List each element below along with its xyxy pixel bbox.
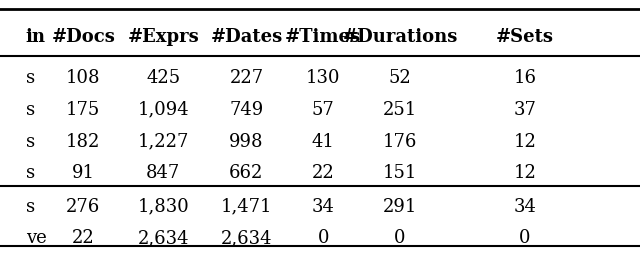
Text: 91: 91 [72, 164, 95, 182]
Text: in: in [26, 28, 45, 46]
Text: 57: 57 [312, 100, 335, 118]
Text: 12: 12 [513, 132, 536, 150]
Text: 34: 34 [513, 197, 536, 215]
Text: 0: 0 [394, 229, 406, 246]
Text: #Exprs: #Exprs [127, 28, 199, 46]
Text: 998: 998 [229, 132, 264, 150]
Text: 749: 749 [229, 100, 264, 118]
Text: 276: 276 [66, 197, 100, 215]
Text: #Times: #Times [285, 28, 361, 46]
Text: 662: 662 [229, 164, 264, 182]
Text: 291: 291 [383, 197, 417, 215]
Text: 1,094: 1,094 [138, 100, 189, 118]
Text: ve: ve [26, 229, 46, 246]
Text: 151: 151 [383, 164, 417, 182]
Text: 847: 847 [146, 164, 180, 182]
Text: 108: 108 [66, 69, 100, 86]
Text: 0: 0 [317, 229, 329, 246]
Text: 16: 16 [513, 69, 536, 86]
Text: #Durations: #Durations [342, 28, 458, 46]
Text: 425: 425 [146, 69, 180, 86]
Text: 34: 34 [312, 197, 335, 215]
Text: 182: 182 [66, 132, 100, 150]
Text: 2,634: 2,634 [138, 229, 189, 246]
Text: 227: 227 [229, 69, 264, 86]
Text: 251: 251 [383, 100, 417, 118]
Text: 41: 41 [312, 132, 335, 150]
Text: s: s [26, 197, 35, 215]
Text: 12: 12 [513, 164, 536, 182]
Text: 1,227: 1,227 [138, 132, 189, 150]
Text: s: s [26, 100, 35, 118]
Text: 22: 22 [312, 164, 335, 182]
Text: 37: 37 [513, 100, 536, 118]
Text: 0: 0 [519, 229, 531, 246]
Text: 175: 175 [66, 100, 100, 118]
Text: 176: 176 [383, 132, 417, 150]
Text: 22: 22 [72, 229, 95, 246]
Text: s: s [26, 164, 35, 182]
Text: s: s [26, 69, 35, 86]
Text: 2,634: 2,634 [221, 229, 272, 246]
Text: 130: 130 [306, 69, 340, 86]
Text: 1,471: 1,471 [221, 197, 272, 215]
Text: #Docs: #Docs [51, 28, 115, 46]
Text: 1,830: 1,830 [138, 197, 189, 215]
Text: #Dates: #Dates [211, 28, 282, 46]
Text: 52: 52 [388, 69, 412, 86]
Text: #Sets: #Sets [496, 28, 554, 46]
Text: s: s [26, 132, 35, 150]
